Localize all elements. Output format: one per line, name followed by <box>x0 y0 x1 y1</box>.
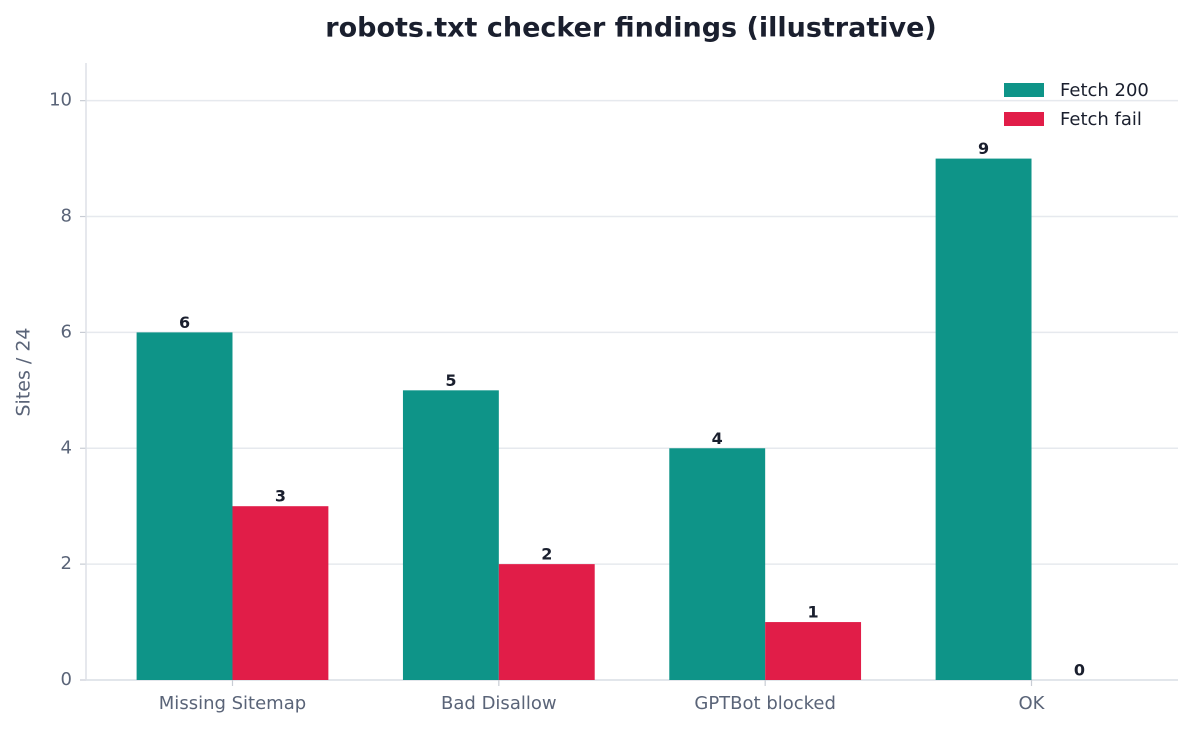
x-tick-label: OK <box>1019 693 1046 714</box>
bar <box>136 332 233 680</box>
bar <box>935 158 1032 680</box>
y-axis-label: Sites / 24 <box>13 327 35 416</box>
x-tick-label: Bad Disallow <box>441 693 557 714</box>
chart-title: robots.txt checker findings (illustrativ… <box>325 13 937 44</box>
bar <box>232 506 329 680</box>
y-tick-label: 0 <box>61 669 72 690</box>
legend-swatch <box>1004 83 1044 97</box>
value-label: 1 <box>808 603 819 622</box>
value-label: 4 <box>712 429 723 448</box>
legend-label: Fetch 200 <box>1060 80 1149 101</box>
y-tick-label: 6 <box>61 321 72 342</box>
value-label: 2 <box>541 545 552 564</box>
x-tick-label: Missing Sitemap <box>159 693 306 714</box>
bar <box>498 564 595 680</box>
value-label: 0 <box>1074 661 1085 680</box>
y-tick-label: 8 <box>61 206 72 227</box>
value-label: 9 <box>978 139 989 158</box>
x-tick-label: GPTBot blocked <box>694 693 836 714</box>
value-label: 5 <box>445 371 456 390</box>
value-label: 6 <box>179 313 190 332</box>
y-tick-label: 4 <box>61 437 72 458</box>
bar <box>765 622 862 680</box>
value-label: 3 <box>275 487 286 506</box>
y-tick-label: 10 <box>49 90 72 111</box>
legend-swatch <box>1004 112 1044 126</box>
bar <box>402 390 499 680</box>
y-tick-label: 2 <box>61 553 72 574</box>
legend-label: Fetch fail <box>1060 109 1142 130</box>
bar <box>669 448 766 680</box>
